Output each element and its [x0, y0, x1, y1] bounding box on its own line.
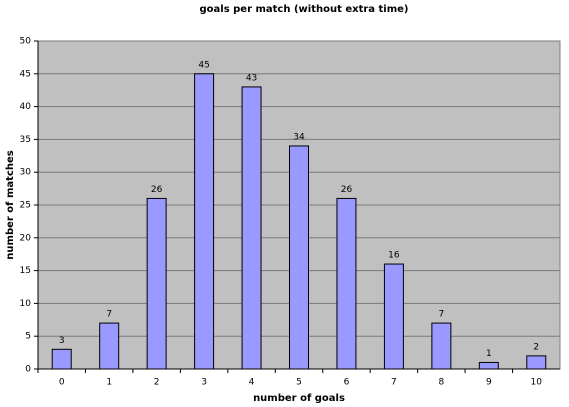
x-tick-label: 9 [486, 378, 492, 388]
data-label: 2 [533, 342, 539, 352]
y-tick-label: 5 [25, 332, 31, 342]
bar [526, 355, 547, 370]
bar [336, 197, 357, 370]
bar [289, 145, 309, 370]
data-label: 43 [246, 73, 257, 83]
x-tick-label: 2 [154, 378, 160, 388]
bar [99, 322, 120, 370]
y-tick-label: 25 [20, 201, 31, 211]
y-tick-label: 30 [20, 168, 32, 178]
data-label: 7 [438, 310, 444, 320]
bar [194, 73, 215, 370]
data-label: 34 [293, 132, 305, 142]
x-tick-label: 3 [201, 378, 207, 388]
x-tick-label: 4 [249, 378, 255, 388]
y-tick-label: 15 [20, 266, 31, 276]
y-axis-label: number of matches [5, 150, 16, 259]
x-tick-label: 10 [531, 378, 543, 388]
data-label: 3 [59, 336, 65, 346]
bar [241, 86, 262, 370]
x-tick-label: 0 [59, 378, 65, 388]
data-label: 26 [341, 185, 353, 195]
bar [478, 361, 499, 370]
x-tick-label: 8 [438, 378, 444, 388]
x-axis-label: number of goals [253, 393, 345, 404]
bar [383, 263, 404, 370]
bar [146, 197, 167, 370]
y-tick-label: 40 [20, 102, 32, 112]
y-tick-label: 20 [20, 233, 32, 243]
y-tick-label: 10 [20, 299, 32, 309]
x-tick-label: 5 [296, 378, 302, 388]
data-label: 16 [388, 251, 400, 261]
data-label: 7 [106, 310, 112, 320]
data-label: 1 [486, 349, 492, 359]
x-tick-label: 6 [344, 378, 350, 388]
data-label: 45 [198, 60, 209, 70]
y-tick-label: 0 [25, 365, 31, 375]
x-tick-label: 7 [391, 378, 397, 388]
y-tick-label: 50 [20, 37, 32, 47]
bar [51, 348, 72, 370]
x-tick-label: 1 [106, 378, 112, 388]
chart-title: goals per match (without extra time) [199, 4, 408, 15]
bar [431, 322, 452, 370]
y-tick-label: 45 [20, 69, 31, 79]
y-tick-label: 35 [20, 135, 31, 145]
data-label: 26 [151, 185, 163, 195]
